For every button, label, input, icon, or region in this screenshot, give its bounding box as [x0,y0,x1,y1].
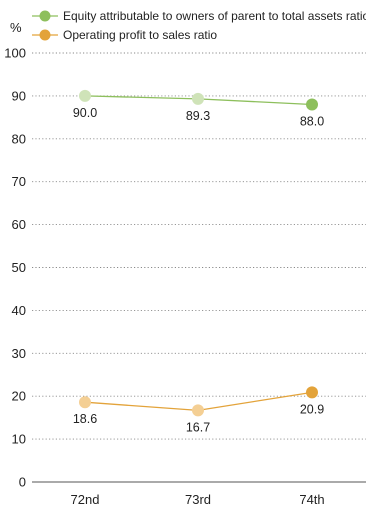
y-tick-label: 30 [12,346,26,361]
x-tick-label: 74th [299,492,324,507]
y-tick-label: 80 [12,131,26,146]
y-tick-label: 20 [12,389,26,404]
x-tick-label: 73rd [185,492,211,507]
y-axis-ticks: 0 10 20 30 40 50 60 70 80 90 100 [4,46,26,490]
legend-marker [39,10,51,22]
y-tick-label: 60 [12,217,26,232]
data-point [192,92,204,105]
y-tick-label: 70 [12,174,26,189]
data-label: 89.3 [186,109,210,123]
data-label: 16.7 [186,420,210,434]
x-axis-ticks: 72nd 73rd 74th [71,492,325,507]
data-point [79,396,91,409]
y-tick-label: 90 [12,88,26,103]
legend-marker [39,29,51,41]
legend: Equity attributable to owners of parent … [32,9,366,42]
data-label: 90.0 [73,106,97,120]
y-tick-label: 50 [12,260,26,275]
data-point [306,98,318,111]
data-point [306,386,318,399]
data-point [79,89,91,102]
x-tick-label: 72nd [71,492,100,507]
y-tick-label: 40 [12,303,26,318]
legend-label: Equity attributable to owners of parent … [63,9,366,23]
legend-label: Operating profit to sales ratio [63,28,217,42]
y-axis-unit-label: % [10,20,22,35]
data-label: 88.0 [300,114,324,128]
data-label: 18.6 [73,412,97,426]
data-label: 20.9 [300,402,324,416]
data-point [192,404,204,417]
y-tick-label: 0 [19,475,26,490]
y-tick-label: 10 [12,432,26,447]
y-tick-label: 100 [4,46,26,61]
series-group: 90.0 89.3 88.0 18.6 16.7 20.9 [73,89,324,434]
